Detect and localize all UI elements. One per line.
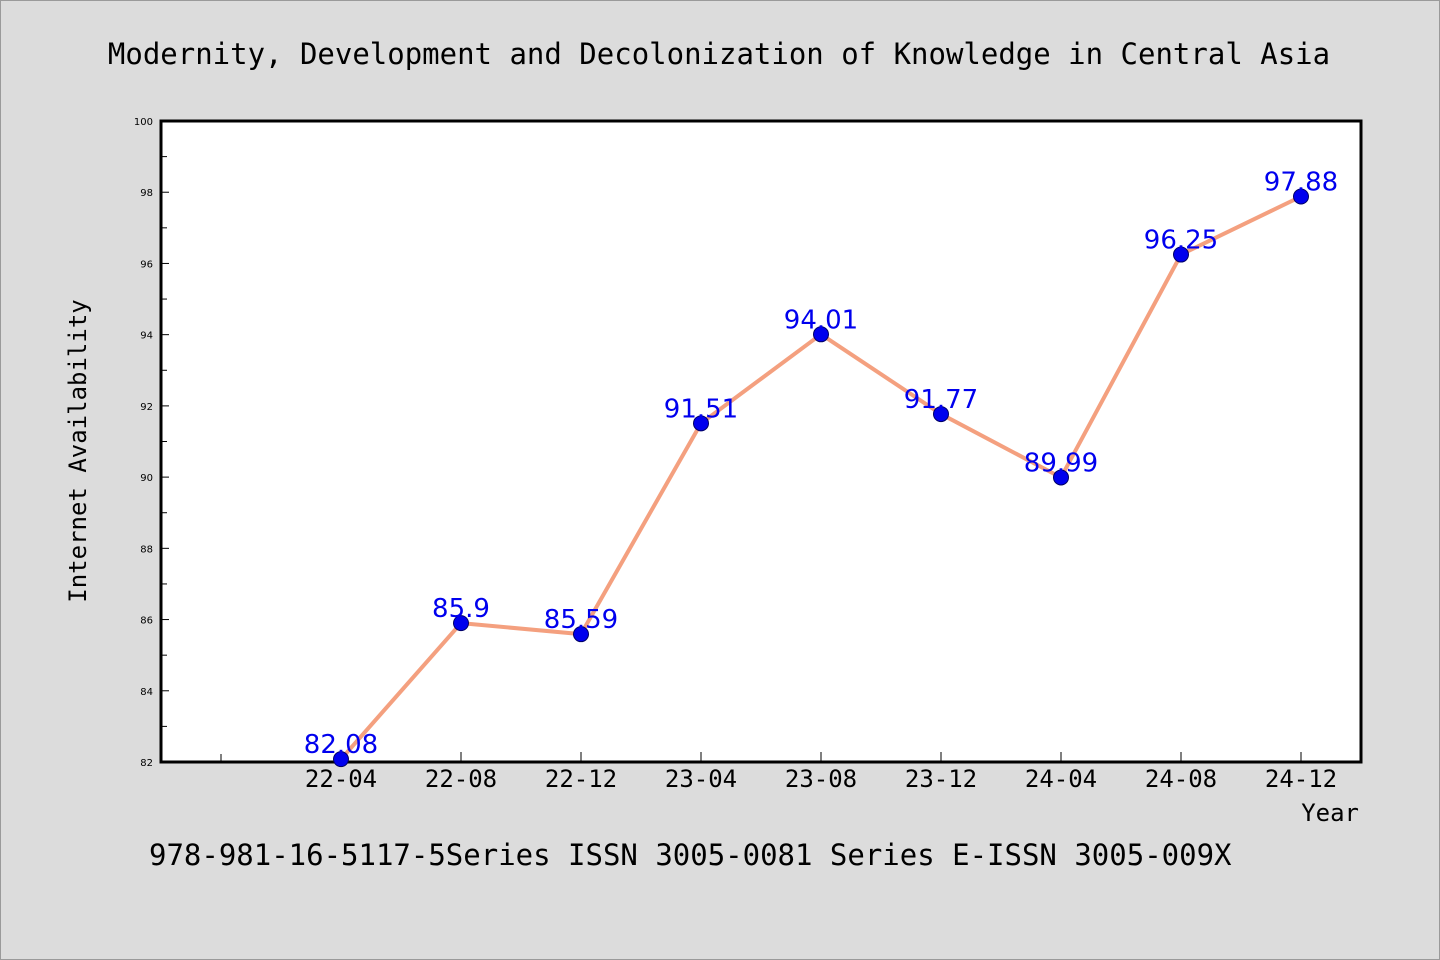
x-axis-label: Year — [1301, 799, 1359, 827]
y-tick-label: 90 — [140, 473, 153, 484]
data-point-marker — [453, 615, 469, 632]
data-label: 96.25 — [1144, 226, 1218, 256]
y-tick-label: 86 — [140, 616, 153, 627]
data-point-marker — [693, 415, 709, 432]
data-point-marker — [1053, 469, 1069, 486]
x-axis: 22-04 22-08 22-12 23-04 23-08 23-12 24-04 24-08… — [220, 752, 1337, 793]
data-label: 89.99 — [1024, 448, 1098, 478]
data-point-marker — [813, 326, 829, 343]
data-label: 97.88 — [1264, 167, 1338, 197]
data-label: 85.59 — [544, 605, 618, 635]
data-label: 82.08 — [304, 730, 378, 760]
x-tick-label: 23-12 — [905, 765, 977, 793]
y-tick-label: 96 — [140, 259, 153, 270]
data-label: 91.51 — [664, 394, 738, 424]
y-axis-label: Internet Availability — [64, 299, 92, 602]
y-tick-label: 92 — [140, 402, 153, 413]
y-tick-label: 82 — [140, 758, 153, 769]
x-tick-label: 22-12 — [545, 765, 617, 793]
x-tick-label: 23-04 — [665, 765, 737, 793]
y-tick-label: 88 — [140, 544, 153, 555]
y-tick-label: 100 — [134, 117, 153, 128]
y-tick-label: 84 — [140, 687, 153, 698]
data-point-marker — [333, 751, 349, 768]
y-axis: 82 84 86 88 90 92 94 96 98 100 — [134, 117, 169, 769]
data-point-marker — [1293, 188, 1309, 205]
plot-area — [159, 119, 1363, 764]
footer-isbn-text: 978-981-16-5117-5Series ISSN 3005-0081 S… — [149, 838, 1232, 872]
data-label: 91.77 — [904, 385, 978, 415]
x-tick-label: 22-04 — [305, 765, 377, 793]
x-tick-label: 24-12 — [1265, 765, 1337, 793]
x-tick-label: 24-08 — [1145, 765, 1217, 793]
x-tick-label: 23-08 — [785, 765, 857, 793]
data-label: 85.9 — [432, 594, 490, 624]
data-point-marker — [933, 406, 949, 423]
marker-group — [333, 188, 1309, 768]
data-label: 94.01 — [784, 305, 858, 335]
data-label-group: 82.08 85.9 85.59 91.51 94.01 91.77 89.99 96.25 9… — [304, 167, 1338, 760]
y-tick-label: 94 — [140, 331, 153, 342]
data-point-marker — [573, 626, 589, 643]
y-tick-label: 98 — [140, 188, 153, 199]
x-tick-label: 24-04 — [1025, 765, 1097, 793]
x-tick-label: 22-08 — [425, 765, 497, 793]
chart-title: Modernity, Development and Decolonizatio… — [108, 37, 1330, 71]
data-point-marker — [1173, 246, 1189, 263]
